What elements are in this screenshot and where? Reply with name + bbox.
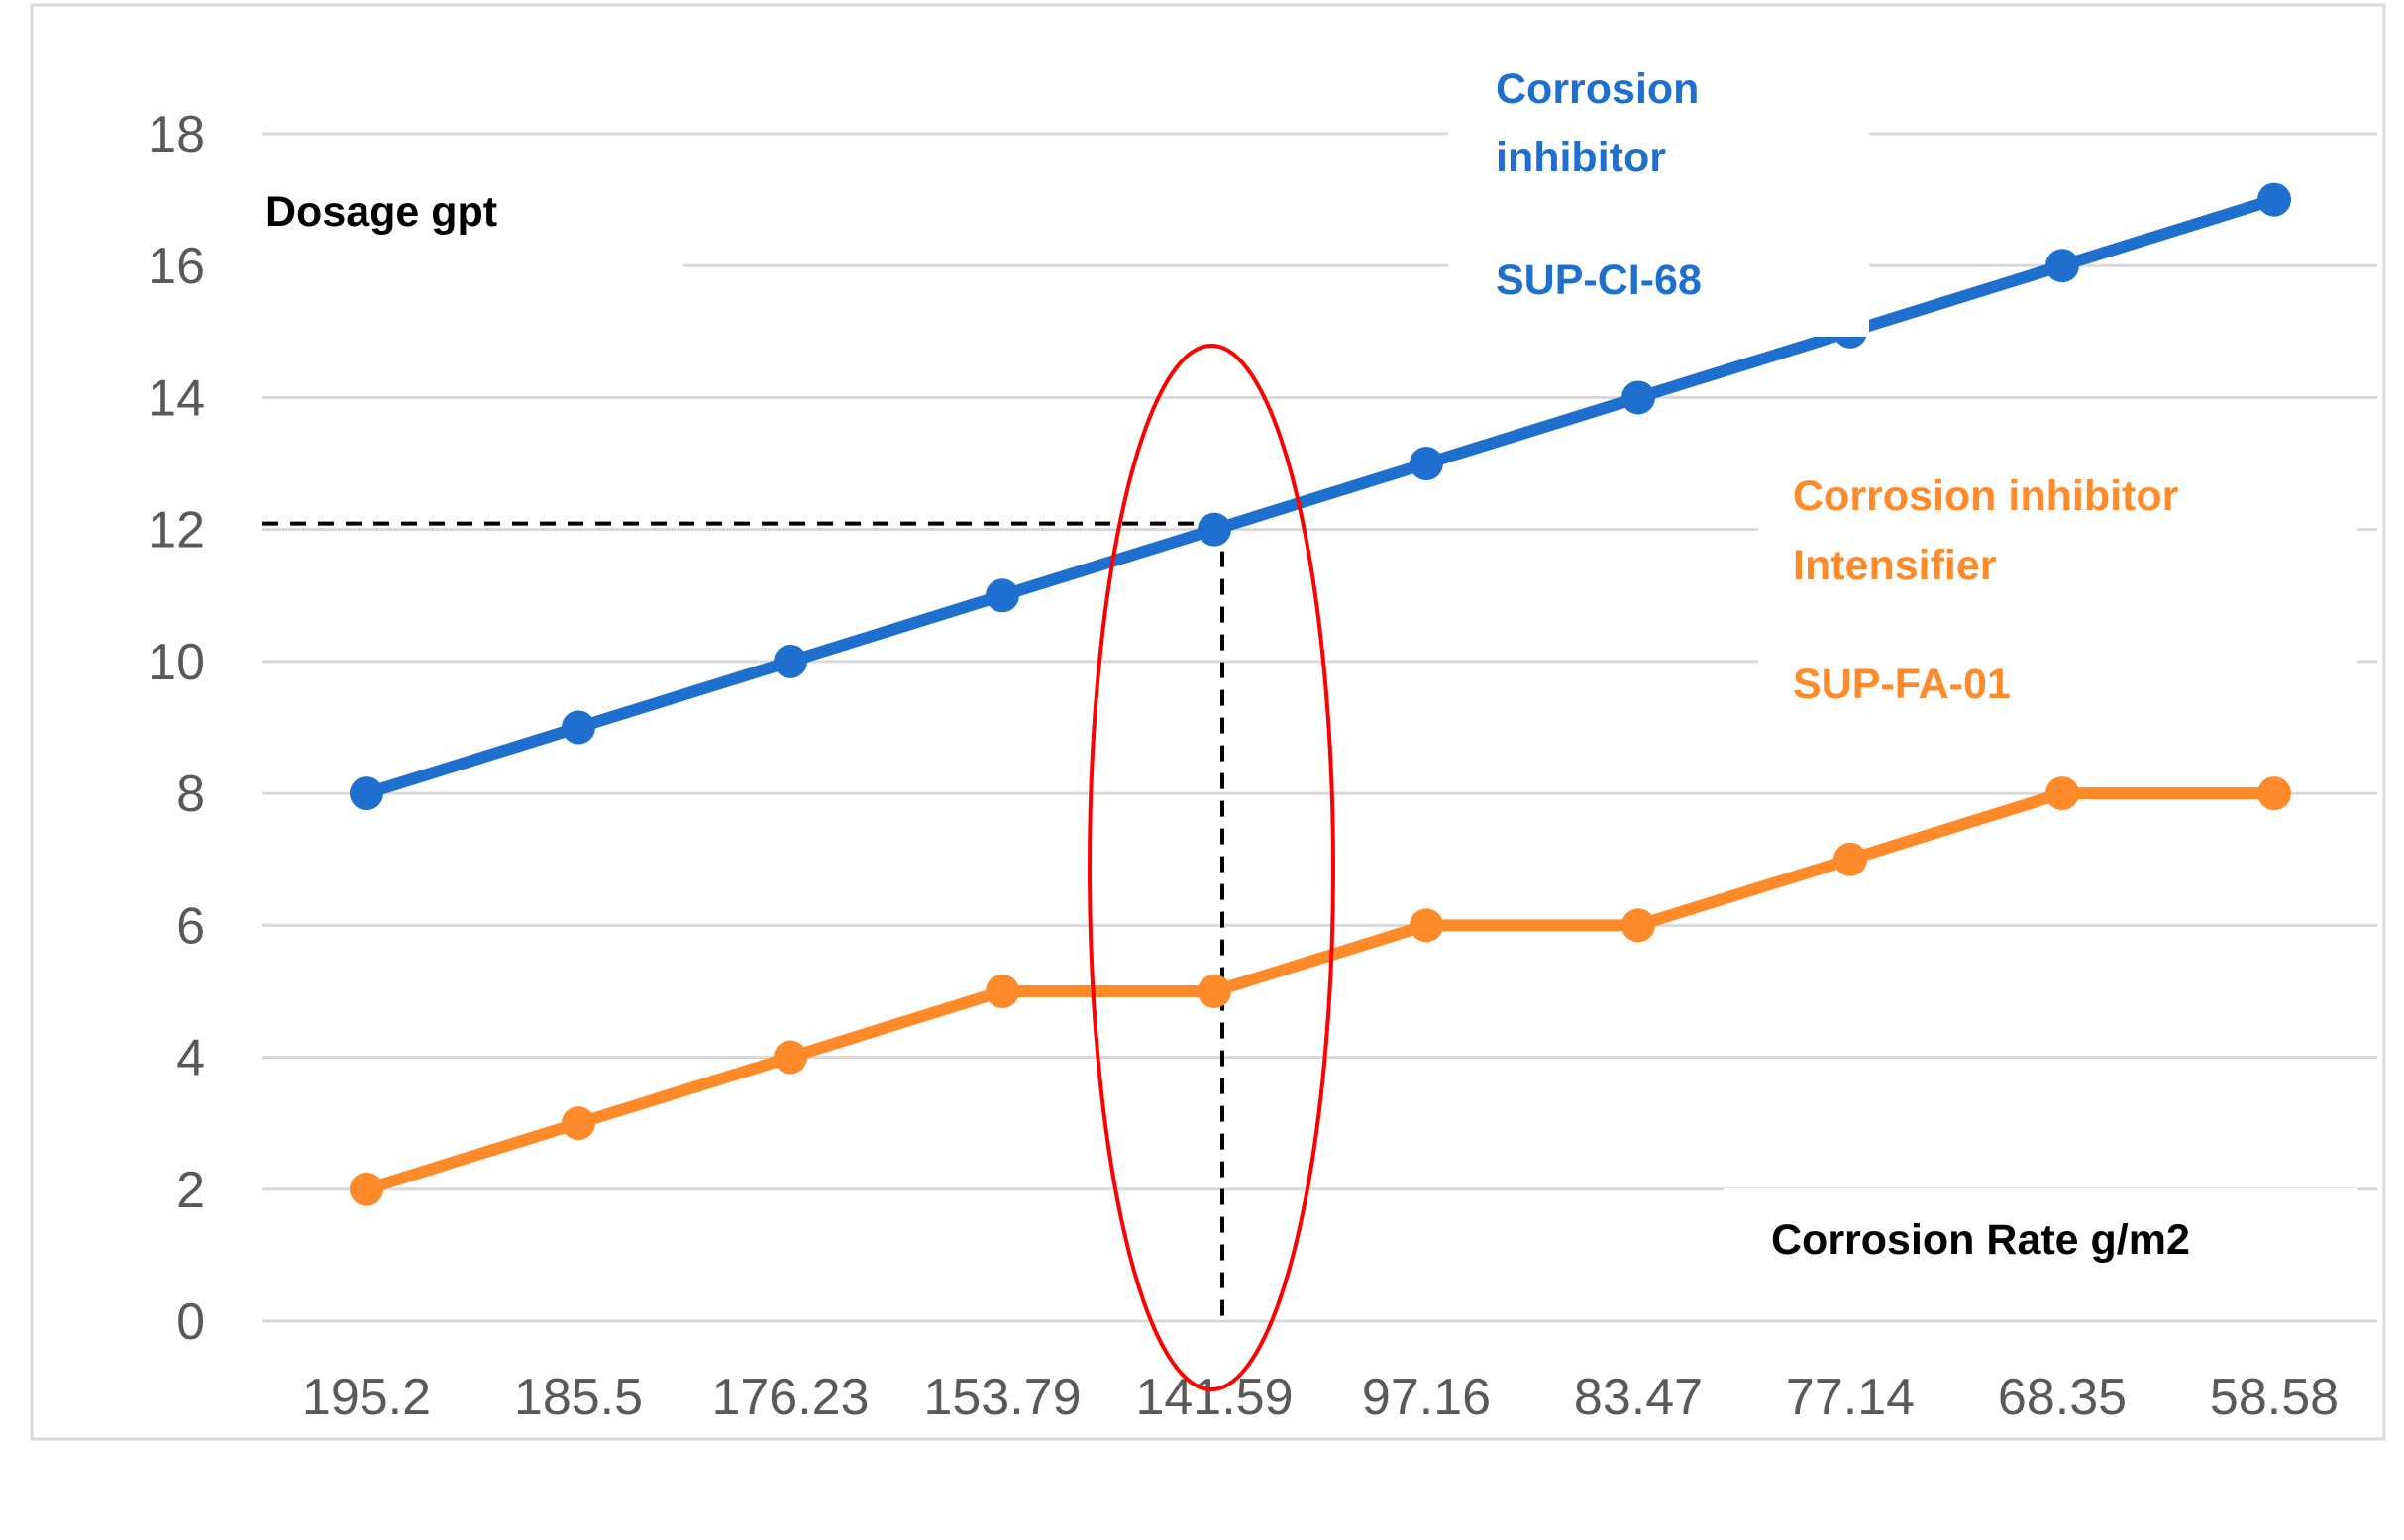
series-2-line xyxy=(361,787,2280,1195)
y-tick-label-8: 8 xyxy=(176,766,205,823)
y-tick-label-0: 0 xyxy=(176,1293,205,1351)
y-tick-label-10: 10 xyxy=(148,634,205,691)
series2-label-code: SUP-FA-01 xyxy=(1793,661,2011,708)
series2-label-line2: Intensifier xyxy=(1793,542,1997,589)
y-tick-label-2: 2 xyxy=(176,1162,205,1219)
series1-label-bg xyxy=(1448,30,1869,337)
series2-label-bg xyxy=(1758,456,2357,753)
series-2-point-9 xyxy=(2045,776,2079,811)
series-2-point-1 xyxy=(350,1172,383,1206)
series-1-point-9 xyxy=(2045,249,2079,283)
series-1-point-2 xyxy=(562,710,595,745)
series-2-point-4 xyxy=(986,974,1019,1008)
series-1-point-3 xyxy=(774,644,807,678)
series-2-point-5 xyxy=(1198,974,1231,1008)
highlight-ellipse xyxy=(1088,344,1335,1391)
x-axis-label: Corrosion Rate g/m2 xyxy=(1771,1216,2190,1264)
series-1-line xyxy=(361,193,2280,800)
series1-label-code: SUP-CI-68 xyxy=(1496,257,1702,304)
x-tick-label-1: 195.2 xyxy=(302,1369,431,1426)
series-2-point-6 xyxy=(1410,908,1443,943)
series-2-point-3 xyxy=(774,1040,807,1075)
x-tick-label-8: 77.14 xyxy=(1786,1369,1915,1426)
x-tick-label-4: 153.79 xyxy=(923,1369,1081,1426)
y-axis-label: Dosage gpt xyxy=(265,188,497,236)
x-tick-label-7: 83.47 xyxy=(1574,1369,1703,1426)
x-tick-label-3: 176.23 xyxy=(711,1369,869,1426)
y-tick-label-16: 16 xyxy=(148,238,205,295)
x-tick-label-9: 68.35 xyxy=(1998,1369,2127,1426)
x-tick-label-2: 185.5 xyxy=(514,1369,643,1426)
series-1-point-7 xyxy=(1621,380,1655,415)
series-2-point-7 xyxy=(1621,908,1655,943)
series1-label-line1: Corrosion xyxy=(1496,65,1699,113)
x-tick-label-6: 97.16 xyxy=(1362,1369,1491,1426)
series1-label-line2: inhibitor xyxy=(1496,134,1666,181)
series-2-point-8 xyxy=(1833,842,1867,876)
series-1-point-1 xyxy=(350,776,383,811)
y-tick-label-14: 14 xyxy=(148,369,205,427)
xlabel-bg xyxy=(1724,1188,2357,1317)
series-2-point-10 xyxy=(2257,776,2291,811)
series-2-point-2 xyxy=(562,1106,595,1141)
y-tick-label-6: 6 xyxy=(176,897,205,955)
x-tick-label-10: 58.58 xyxy=(2210,1369,2339,1426)
series-1-point-6 xyxy=(1410,447,1443,481)
series2-label-line1: Corrosion inhibitor xyxy=(1793,472,2179,520)
ylabel-bg xyxy=(258,168,683,267)
series-1-point-4 xyxy=(986,578,1019,613)
series-1-point-5 xyxy=(1198,512,1231,547)
x-tick-label-5: 141.59 xyxy=(1135,1369,1293,1426)
y-tick-label-12: 12 xyxy=(148,502,205,560)
y-tick-label-4: 4 xyxy=(176,1030,205,1087)
series-1-point-10 xyxy=(2257,182,2291,217)
y-tick-label-18: 18 xyxy=(148,106,205,163)
